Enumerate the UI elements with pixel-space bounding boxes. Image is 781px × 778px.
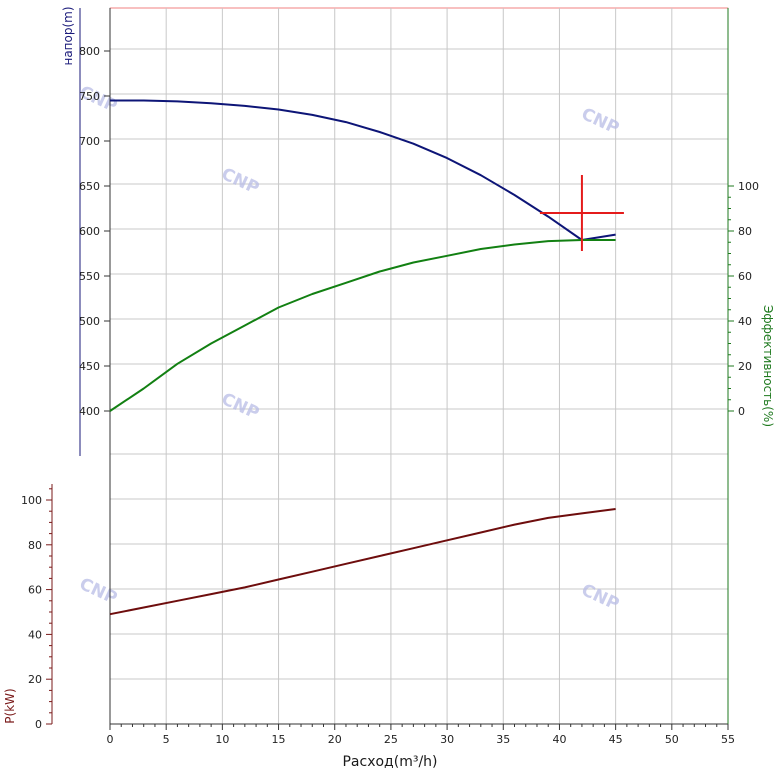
power-axis-label: P(kW) — [3, 688, 17, 723]
grid-layer — [109, 7, 729, 725]
x-tick-label: 50 — [665, 733, 679, 746]
x-tick-label: 0 — [107, 733, 114, 746]
head-tick-label: 600 — [79, 225, 100, 238]
watermark-text: CNP — [76, 574, 120, 609]
head-tick-label: 450 — [79, 360, 100, 373]
power-tick-label: 20 — [28, 673, 42, 686]
head-tick-label: 500 — [79, 315, 100, 328]
x-axis-label: Расход(m³/h) — [342, 754, 437, 770]
efficiency-tick-label: 20 — [738, 360, 752, 373]
power-curve — [109, 508, 616, 616]
power-tick-label: 80 — [28, 539, 42, 552]
efficiency-axis-label: Эффективность(%) — [761, 305, 775, 427]
efficiency-tick-label: 80 — [738, 225, 752, 238]
x-tick-label: 5 — [163, 733, 170, 746]
power-tick-label: 60 — [28, 584, 42, 597]
x-tick-label: 35 — [496, 733, 510, 746]
x-tick-label: 45 — [609, 733, 623, 746]
x-tick-label: 55 — [721, 733, 735, 746]
x-tick-label: 15 — [272, 733, 286, 746]
power-tick-label: 0 — [35, 718, 42, 731]
efficiency-curve — [109, 239, 616, 412]
watermark-text: CNP — [218, 164, 262, 199]
power-tick-label: 40 — [28, 628, 42, 641]
operating-point-layer — [539, 175, 624, 251]
axis-layer: 0 5 10 15 20 25 30 35 40 45 50 55400450500550600650… — [21, 8, 759, 746]
x-tick-label: 30 — [440, 733, 454, 746]
series-layer — [109, 99, 616, 616]
efficiency-tick-label: 60 — [738, 270, 752, 283]
head-tick-label: 400 — [79, 405, 100, 418]
x-tick-label: 20 — [328, 733, 342, 746]
head-axis-label: напор(m) — [61, 6, 75, 65]
efficiency-tick-label: 40 — [738, 315, 752, 328]
plot-frame — [109, 7, 729, 725]
power-tick-label: 100 — [21, 494, 42, 507]
head-tick-label: 750 — [79, 90, 100, 103]
x-tick-label: 25 — [384, 733, 398, 746]
head-tick-label: 800 — [79, 45, 100, 58]
head-tick-label: 550 — [79, 270, 100, 283]
efficiency-tick-label: 100 — [738, 180, 759, 193]
head-tick-label: 650 — [79, 180, 100, 193]
x-tick-label: 40 — [552, 733, 566, 746]
efficiency-tick-label: 0 — [738, 405, 745, 418]
watermark-text: CNP — [218, 389, 262, 424]
head-curve — [110, 99, 616, 241]
head-tick-label: 700 — [79, 135, 100, 148]
x-tick-label: 10 — [215, 733, 229, 746]
